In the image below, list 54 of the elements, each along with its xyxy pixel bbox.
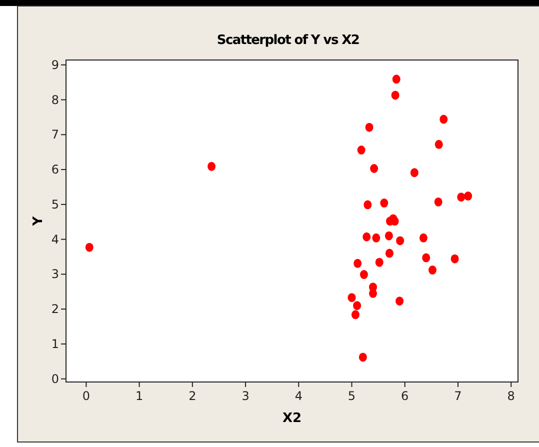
- point: [353, 301, 362, 310]
- point: [396, 236, 404, 246]
- y-tick-label: 0: [51, 372, 59, 386]
- y-tick-label: 6: [51, 162, 59, 177]
- point: [360, 270, 368, 280]
- point: [364, 200, 372, 210]
- point: [372, 233, 380, 242]
- x-tick-label: 7: [454, 389, 462, 403]
- chart-title: Scatterplot of Y vs X2: [216, 33, 360, 48]
- y-tick-label: 1: [51, 336, 59, 351]
- point: [428, 266, 436, 275]
- x-tick-label: 4: [294, 389, 302, 403]
- y-tick-label: 2: [51, 302, 59, 316]
- y-tick-label: 5: [51, 197, 59, 212]
- point: [440, 114, 448, 124]
- point: [457, 192, 466, 202]
- y-tick-label: 3: [51, 267, 59, 282]
- point: [362, 232, 371, 242]
- x-tick-label: 5: [348, 389, 356, 403]
- point: [391, 90, 400, 100]
- x-tick-label: 1: [135, 389, 144, 403]
- point: [348, 293, 356, 302]
- y-tick-label: 9: [51, 58, 59, 72]
- y-tick-label: 7: [51, 128, 59, 142]
- point: [422, 253, 430, 262]
- point: [357, 146, 366, 155]
- y-tick-label: 4: [51, 232, 59, 246]
- point: [385, 248, 394, 258]
- point: [380, 198, 388, 208]
- point: [419, 233, 428, 242]
- point: [85, 242, 94, 252]
- point: [464, 192, 472, 201]
- x-tick-label: 0: [82, 389, 90, 403]
- point: [434, 197, 442, 206]
- point: [208, 162, 216, 171]
- point: [375, 258, 384, 267]
- x-tick-label: 2: [188, 389, 196, 403]
- y-axis-title: Y: [31, 216, 46, 227]
- x-tick-label: 8: [507, 389, 515, 403]
- point: [365, 122, 374, 132]
- point: [392, 74, 400, 84]
- y-tick-label: 8: [51, 92, 59, 107]
- point: [396, 296, 404, 306]
- point: [384, 231, 393, 240]
- x-tick-label: 6: [401, 389, 409, 403]
- point: [434, 140, 443, 149]
- point: [358, 352, 367, 362]
- x-axis-title: X2: [282, 411, 302, 426]
- point: [410, 168, 418, 178]
- x-tick-label: 3: [242, 389, 250, 403]
- point: [351, 310, 360, 320]
- point: [450, 254, 459, 264]
- point: [354, 258, 362, 268]
- point: [370, 164, 378, 173]
